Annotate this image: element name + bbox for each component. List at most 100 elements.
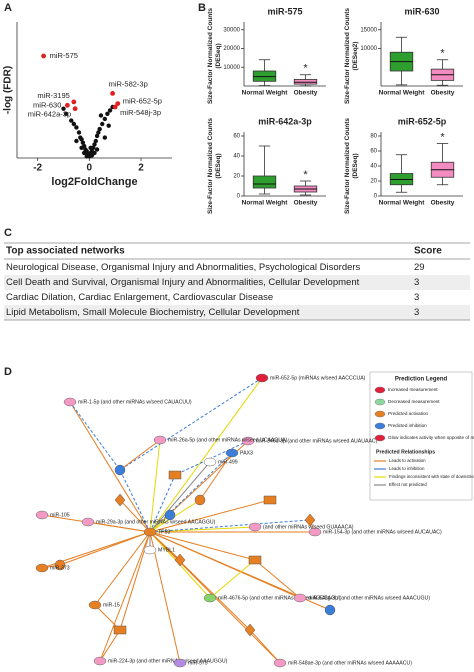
point xyxy=(92,150,97,156)
network-edge xyxy=(59,531,151,566)
legend-label: Decreased measurement xyxy=(388,399,440,404)
point xyxy=(63,111,69,117)
highlight-point xyxy=(64,102,70,108)
chart-title: miR-642a-3p xyxy=(258,116,312,126)
network-edge xyxy=(119,377,263,471)
y-tick-label: 20 xyxy=(370,179,377,185)
chart-title: miR-575 xyxy=(267,6,302,16)
significance: * xyxy=(303,169,308,181)
y-axis-label: -log (FDR) xyxy=(3,66,14,114)
point xyxy=(88,145,93,150)
legend-label: Leads to activation xyxy=(389,458,426,463)
x-tick-label: Obesity xyxy=(294,200,318,207)
point xyxy=(93,138,98,144)
point xyxy=(107,108,113,113)
y-tick-label: 0 xyxy=(374,194,378,200)
network-node xyxy=(143,527,157,537)
network-edge xyxy=(149,499,271,533)
legend-subtitle: Predicted Relationships xyxy=(376,449,435,455)
y-axis-label: Size-Factor Normalized Counts(DESeq) xyxy=(344,118,359,214)
x-axis-label: log2FoldChange xyxy=(51,176,137,188)
gene-node xyxy=(54,559,66,571)
gene-node xyxy=(114,493,126,507)
point xyxy=(79,145,84,150)
network-edge xyxy=(94,531,151,606)
highlight-point xyxy=(110,91,115,96)
point xyxy=(105,111,110,117)
panel-label: A xyxy=(4,2,12,14)
node-label: miR-652-5p (miRNAs w/seed AACCCUA) xyxy=(270,375,366,381)
x-tick-label: Normal Weight xyxy=(242,90,289,97)
y-axis-label-line: Size-Factor Normalized Counts xyxy=(207,8,214,104)
network-edge xyxy=(69,401,121,471)
y-axis-label-line: Size-Factor Normalized Counts xyxy=(344,8,351,104)
network-node xyxy=(143,545,157,555)
network-node xyxy=(153,435,167,445)
y-axis-label-line: Size-Factor Normalized Counts xyxy=(344,118,351,214)
network-edge xyxy=(149,461,211,533)
legend-label: Increased measurement xyxy=(388,387,438,392)
gene-node xyxy=(324,604,336,616)
legend-label: Glow indicates activity when opposite of… xyxy=(388,435,474,440)
point xyxy=(80,140,86,145)
network-node xyxy=(93,656,107,666)
network-node xyxy=(63,397,77,407)
y-axis-label-line: (DESeq) xyxy=(215,43,222,68)
table-cell: Cardiac Dilation, Cardiac Enlargement, C… xyxy=(6,292,273,303)
point-label: miR-548j-3p xyxy=(120,108,161,117)
gene-node xyxy=(164,509,176,521)
node-label: PAX3 xyxy=(240,450,253,456)
node-label: miR-346d-3p (and other miRNAs w/seed AUA… xyxy=(256,438,378,444)
network-edge xyxy=(69,401,151,533)
point xyxy=(97,126,102,132)
network-edge xyxy=(149,531,181,664)
node-label: miR-15 xyxy=(103,602,120,608)
network-node xyxy=(248,522,262,532)
gene-node xyxy=(304,513,316,527)
y-axis-label: Size-Factor Normalized Counts(DESeq) xyxy=(207,8,222,104)
x-tick-label: Obesity xyxy=(431,200,455,207)
y-tick-label: 80 xyxy=(370,134,377,140)
y-tick-label: 10000 xyxy=(223,65,240,71)
network-edge xyxy=(119,531,151,631)
network-edge xyxy=(99,531,151,662)
highlight-point xyxy=(112,104,118,110)
network-node xyxy=(203,457,217,467)
network-node xyxy=(225,448,239,458)
point xyxy=(84,154,89,159)
node-label: miR-575 xyxy=(188,660,208,666)
table-header: Score xyxy=(414,246,442,257)
network-node xyxy=(203,593,217,603)
point xyxy=(74,125,79,130)
table-cell: 3 xyxy=(414,307,419,318)
point xyxy=(71,121,77,127)
network-edge xyxy=(41,514,151,533)
point-label: miR-652-5p xyxy=(123,97,162,106)
network-node xyxy=(35,510,49,520)
gene-node xyxy=(113,625,127,635)
network-edge xyxy=(149,531,256,561)
point xyxy=(102,116,108,122)
panel-label: B xyxy=(198,2,206,14)
node-label: miR-224-3p (and other miRNAs w/seed AAAU… xyxy=(108,658,228,664)
network-node xyxy=(35,563,49,573)
y-tick-label: 0 xyxy=(237,194,241,200)
x-tick-label: Obesity xyxy=(294,90,318,97)
highlight-point xyxy=(115,101,121,106)
chart-title: miR-630 xyxy=(404,6,439,16)
network-edge xyxy=(149,452,233,533)
point-label: miR-575 xyxy=(50,51,78,60)
gene-node xyxy=(244,623,256,637)
legend-swatch xyxy=(374,434,386,442)
y-tick-label: 10000 xyxy=(360,46,377,52)
table-cell: Lipid Metabolism, Small Molecule Biochem… xyxy=(6,307,300,318)
x-tick-label: Normal Weight xyxy=(379,200,426,207)
point xyxy=(76,130,82,135)
point xyxy=(61,106,66,111)
legend-label: Leads to inhibition xyxy=(389,466,425,471)
node-label: miR-105 xyxy=(50,512,70,518)
point xyxy=(106,123,111,128)
table-cell: 3 xyxy=(414,277,419,288)
network-edge xyxy=(119,469,151,533)
